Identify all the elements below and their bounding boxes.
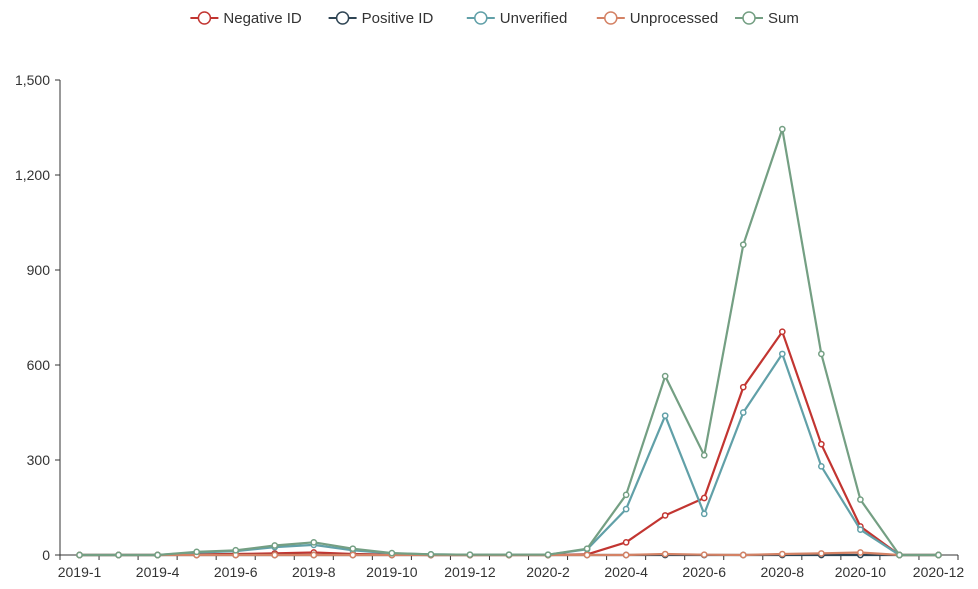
y-tick-label: 0 xyxy=(42,547,50,563)
legend-item-unverified[interactable]: Unverified xyxy=(466,10,568,27)
data-point-unprocessed[interactable] xyxy=(857,549,864,556)
x-tick-label: 2019-8 xyxy=(292,564,336,580)
series-sum xyxy=(76,125,942,559)
data-point-unverified[interactable] xyxy=(817,462,825,470)
data-point-negative-id[interactable] xyxy=(661,512,669,519)
legend-label: Positive ID xyxy=(362,10,434,27)
data-point-sum[interactable] xyxy=(896,551,903,559)
legend-item-positive-id[interactable]: Positive ID xyxy=(328,10,434,27)
plot-area xyxy=(76,125,942,559)
data-point-sum[interactable] xyxy=(935,551,942,559)
series-negative-id xyxy=(76,328,942,559)
x-tick-label: 2020-6 xyxy=(682,564,726,580)
data-point-unprocessed[interactable] xyxy=(310,551,318,559)
legend-label: Negative ID xyxy=(223,10,302,27)
data-point-unprocessed[interactable] xyxy=(778,550,786,558)
x-tick-label: 2020-2 xyxy=(526,564,570,580)
x-axis: 2019-1 2019-4 2019-6 2019-8 2019-10 2019-12 20… xyxy=(58,554,965,580)
data-point-sum[interactable] xyxy=(739,241,747,249)
data-point-unverified[interactable] xyxy=(778,350,786,358)
data-point-unprocessed[interactable] xyxy=(583,551,591,559)
data-point-sum[interactable] xyxy=(661,372,669,380)
data-point-sum[interactable] xyxy=(388,549,396,557)
data-point-sum[interactable] xyxy=(115,551,122,559)
x-tick-label: 2020-8 xyxy=(761,564,805,580)
data-point-unprocessed[interactable] xyxy=(739,551,747,559)
data-point-sum[interactable] xyxy=(505,551,513,559)
data-point-sum[interactable] xyxy=(427,551,435,558)
y-tick-label: 900 xyxy=(27,262,51,278)
data-point-negative-id[interactable] xyxy=(817,440,825,448)
data-point-sum[interactable] xyxy=(857,496,864,503)
data-point-sum[interactable] xyxy=(76,551,83,559)
y-tick-label: 600 xyxy=(27,357,51,373)
x-tick-label: 2019-10 xyxy=(366,564,418,580)
x-tick-label: 2019-4 xyxy=(136,564,180,580)
data-point-sum[interactable] xyxy=(466,551,474,559)
data-point-unverified[interactable] xyxy=(622,505,630,513)
series-line-sum xyxy=(79,128,939,557)
legend-item-unprocessed[interactable]: Unprocessed xyxy=(596,10,718,27)
data-point-unprocessed[interactable] xyxy=(700,551,708,559)
data-point-negative-id[interactable] xyxy=(778,328,786,336)
x-tick-label: 2020-4 xyxy=(604,564,648,580)
x-tick-label: 2020-12 xyxy=(913,564,965,580)
x-tick-label: 2019-6 xyxy=(214,564,258,580)
data-point-unverified[interactable] xyxy=(700,510,708,518)
legend-label: Unverified xyxy=(500,10,568,27)
legend-marker-icon xyxy=(335,11,350,25)
legend-marker-icon xyxy=(604,11,618,25)
data-point-unprocessed[interactable] xyxy=(349,551,357,559)
data-point-sum[interactable] xyxy=(193,548,201,556)
data-point-sum[interactable] xyxy=(154,551,161,559)
data-point-negative-id[interactable] xyxy=(739,383,747,391)
y-axis: 0 300 600 900 1,200 1,500 xyxy=(15,72,61,563)
data-point-sum[interactable] xyxy=(778,125,786,133)
y-tick-label: 300 xyxy=(27,452,51,468)
legend: Negative ID Positive ID Unverified Unproces… xyxy=(190,10,799,27)
data-point-negative-id[interactable] xyxy=(700,494,708,502)
data-point-unprocessed[interactable] xyxy=(622,551,630,559)
series-unverified xyxy=(76,350,942,559)
data-point-sum[interactable] xyxy=(310,538,318,546)
series-line-unverified xyxy=(79,352,939,557)
data-point-unverified[interactable] xyxy=(739,409,747,416)
data-point-sum[interactable] xyxy=(817,350,825,358)
data-point-sum[interactable] xyxy=(349,545,357,553)
data-point-negative-id[interactable] xyxy=(622,538,630,546)
x-tick-label: 2019-1 xyxy=(58,564,102,580)
legend-marker-icon xyxy=(474,11,488,25)
data-point-sum[interactable] xyxy=(700,451,708,459)
x-tick-label: 2020-10 xyxy=(835,564,887,580)
data-point-sum[interactable] xyxy=(271,542,279,549)
legend-label: Unprocessed xyxy=(630,10,718,27)
legend-marker-icon xyxy=(197,11,212,25)
data-point-unprocessed[interactable] xyxy=(271,551,279,559)
legend-marker-icon xyxy=(742,11,756,25)
series-line-negative-id xyxy=(79,330,939,557)
data-point-sum[interactable] xyxy=(622,491,630,499)
data-point-unprocessed[interactable] xyxy=(817,550,825,557)
data-point-sum[interactable] xyxy=(583,545,591,553)
y-tick-label: 1,200 xyxy=(15,167,50,183)
legend-label: Sum xyxy=(768,10,799,27)
data-point-unverified[interactable] xyxy=(661,412,669,420)
x-tick-label: 2019-12 xyxy=(444,564,496,580)
data-point-unverified[interactable] xyxy=(857,526,864,534)
data-point-unprocessed[interactable] xyxy=(661,550,669,558)
data-point-sum[interactable] xyxy=(544,551,552,559)
data-point-sum[interactable] xyxy=(232,546,240,554)
y-tick-label: 1,500 xyxy=(15,72,50,88)
legend-item-sum[interactable]: Sum xyxy=(735,10,799,27)
legend-item-negative-id[interactable]: Negative ID xyxy=(190,10,302,27)
